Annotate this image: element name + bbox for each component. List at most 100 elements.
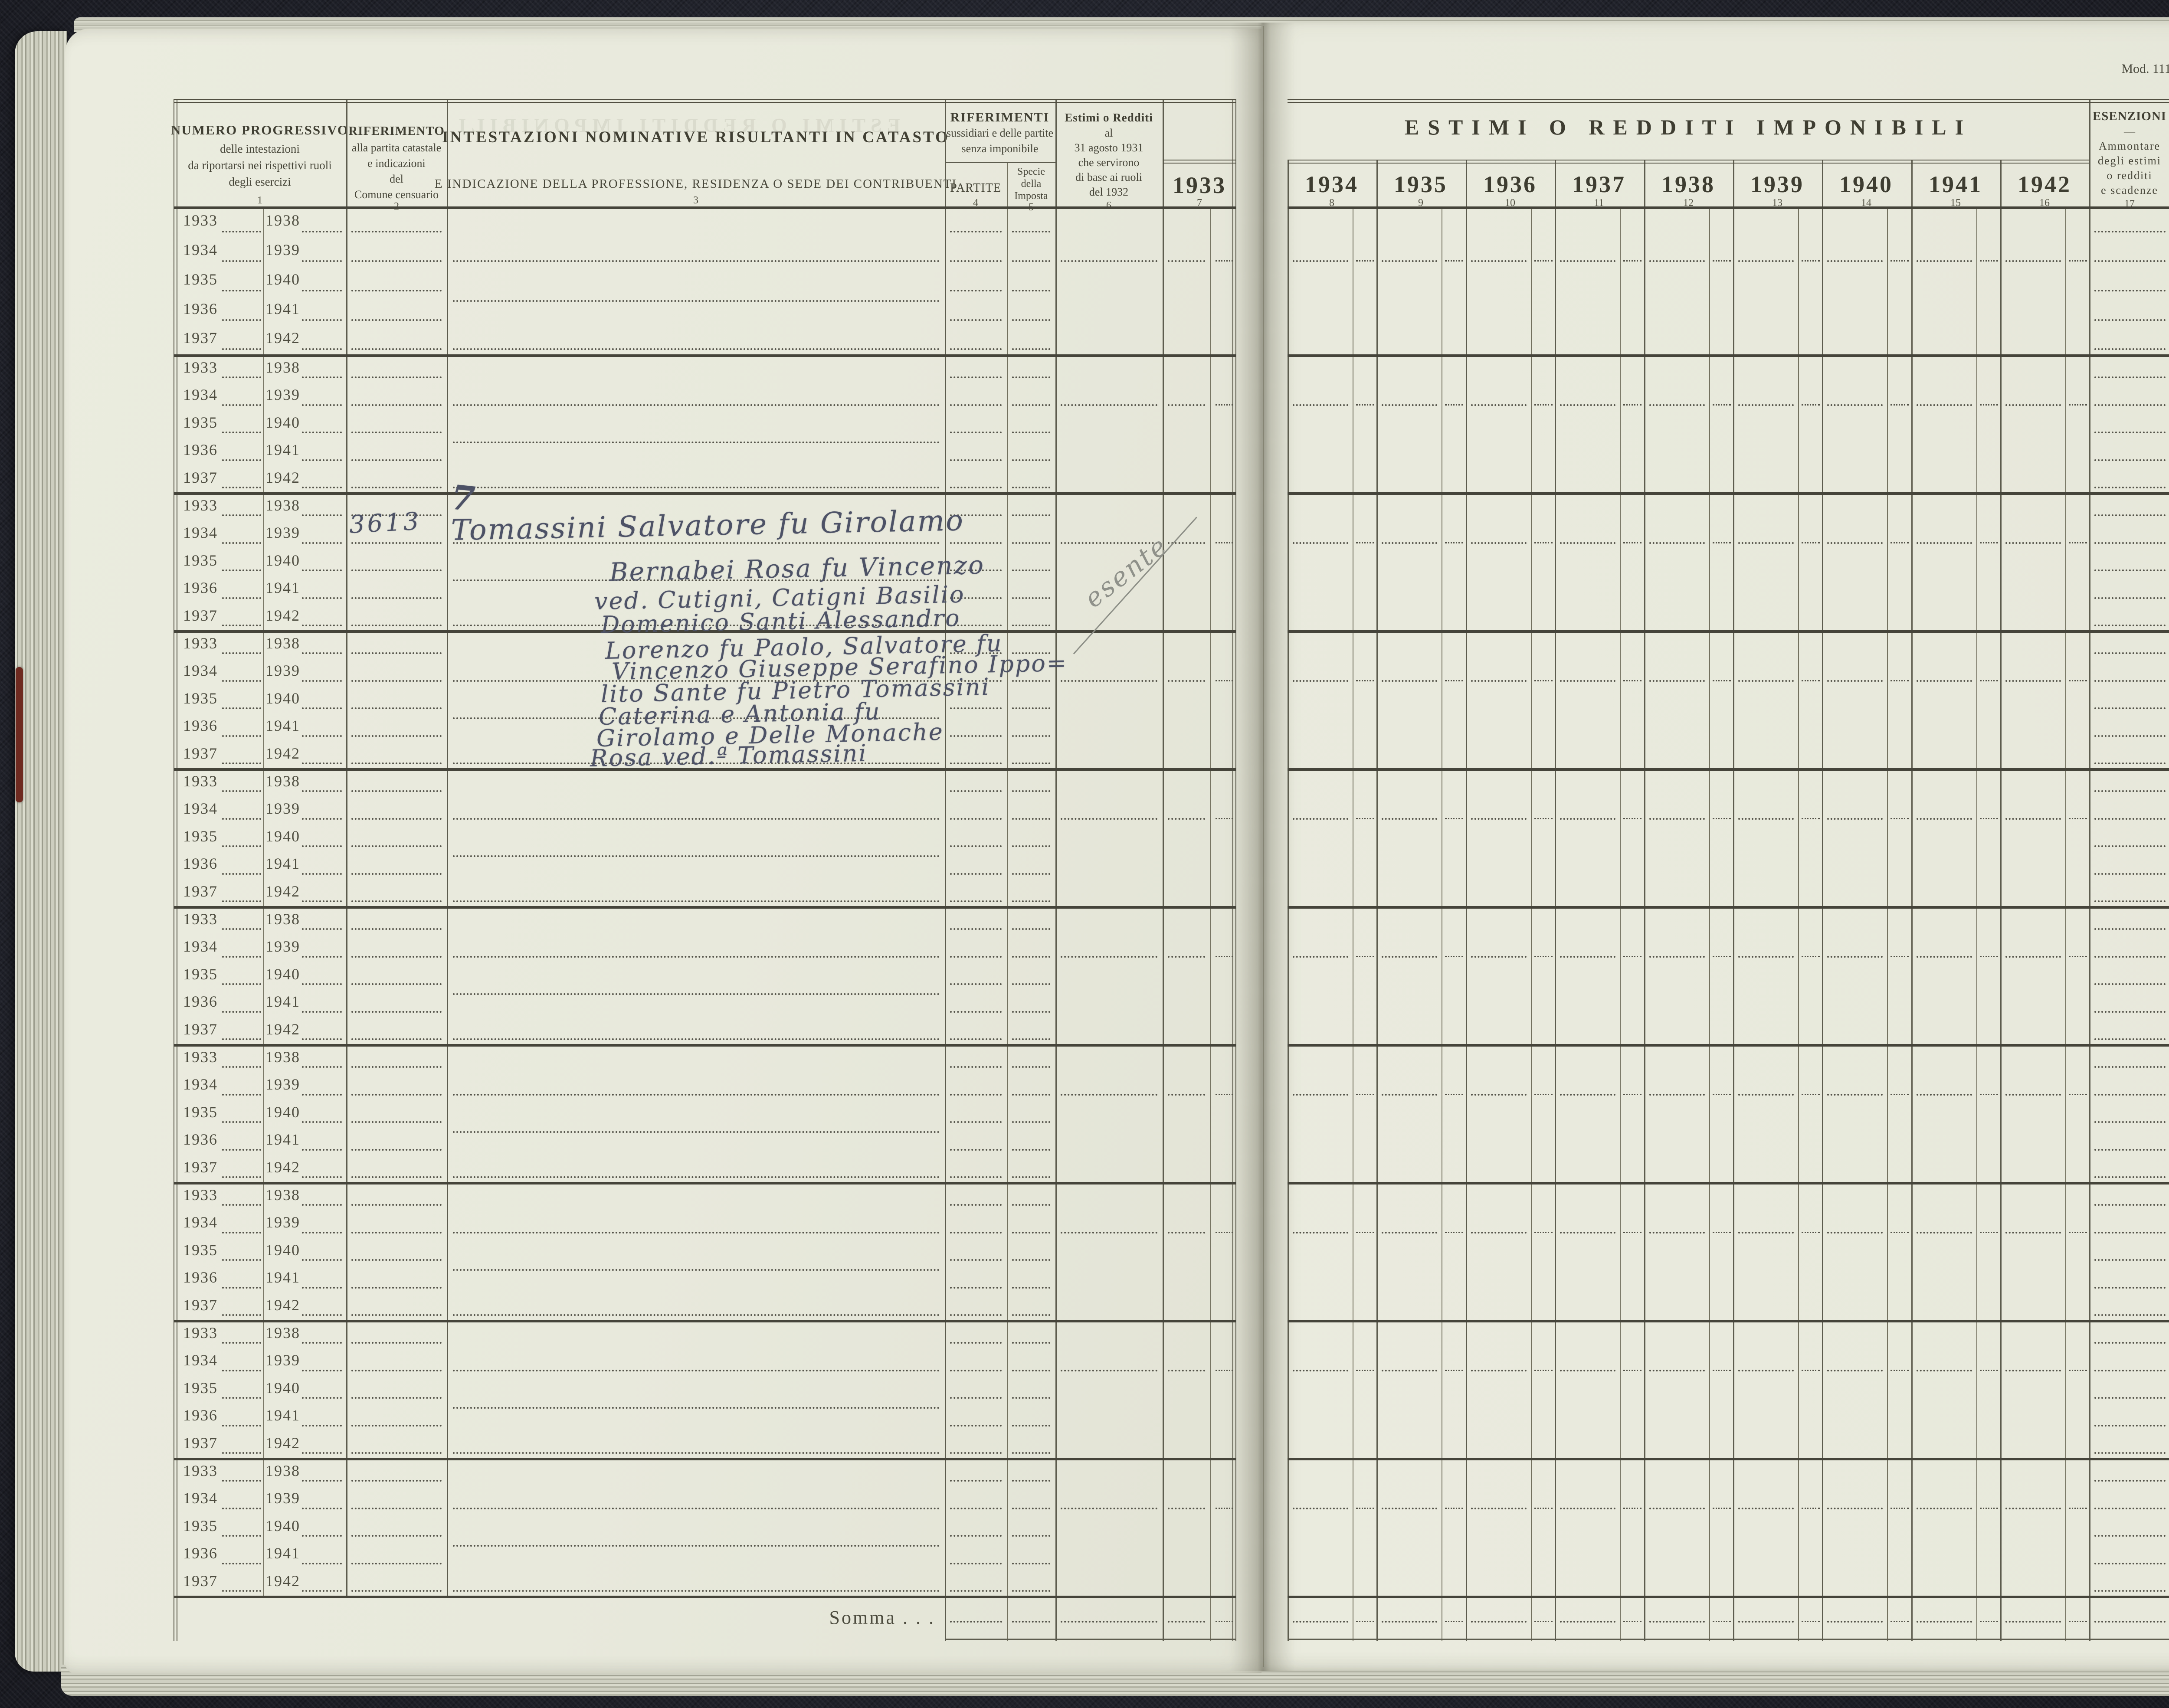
column-header: ESENZIONI: [2092, 109, 2167, 123]
dotted-writing-line: [302, 1204, 342, 1206]
dotted-writing-line: [2094, 1621, 2166, 1623]
dotted-writing-line: [1534, 1508, 1553, 1509]
dotted-writing-line: [950, 1066, 1002, 1068]
dotted-writing-line: [2094, 1259, 2166, 1261]
dotted-writing-line: [302, 1094, 342, 1096]
grid-line-horizontal: [174, 99, 1236, 103]
grid-line-horizontal: [1163, 160, 1236, 164]
dotted-writing-line: [351, 1038, 442, 1040]
dotted-writing-line: [2069, 956, 2087, 957]
dotted-writing-line: [351, 845, 442, 847]
dotted-writing-line: [351, 1066, 442, 1068]
dotted-writing-line: [302, 707, 342, 709]
year-row-label: 1934: [183, 938, 218, 955]
year-row-label: 1940: [265, 1517, 300, 1535]
dotted-writing-line: [222, 376, 261, 378]
dotted-writing-line: [1917, 818, 1972, 820]
dotted-writing-line: [1917, 1370, 1972, 1371]
dotted-writing-line: [222, 1563, 261, 1564]
grid-line-vertical: [1887, 209, 1888, 1641]
grid-line-horizontal: [174, 354, 1236, 357]
year-row-label: 1940: [265, 271, 300, 288]
dotted-writing-line: [302, 1590, 342, 1592]
column-header: del: [390, 173, 403, 185]
dotted-writing-line: [302, 231, 342, 232]
dotted-writing-line: [1802, 818, 1820, 819]
dotted-writing-line: [2005, 1508, 2061, 1509]
dotted-writing-line: [453, 1094, 940, 1096]
dotted-writing-line: [222, 1425, 261, 1427]
dotted-writing-line: [1560, 1621, 1615, 1623]
dotted-writing-line: [222, 1314, 261, 1316]
dotted-writing-line: [1445, 680, 1463, 681]
dotted-writing-line: [222, 956, 261, 958]
dotted-writing-line: [351, 404, 442, 406]
dotted-writing-line: [351, 432, 442, 433]
year-row-label: 1941: [265, 717, 300, 734]
dotted-writing-line: [1445, 404, 1463, 406]
year-row-label: 1933: [183, 359, 218, 376]
grid-line-horizontal: [1288, 354, 2169, 357]
dotted-writing-line: [950, 652, 1002, 654]
dotted-writing-line: [2005, 818, 2061, 820]
dotted-writing-line: [1382, 1621, 1437, 1623]
dotted-writing-line: [453, 487, 940, 488]
dotted-writing-line: [1382, 260, 1437, 262]
dotted-writing-line: [222, 762, 261, 764]
dotted-writing-line: [2069, 1621, 2087, 1622]
grid-line-vertical: [1911, 160, 1913, 1641]
dotted-writing-line: [2094, 1563, 2166, 1564]
red-binding-mark: [16, 667, 23, 802]
dotted-writing-line: [1560, 956, 1615, 958]
column-header: RIFERIMENTO: [348, 124, 445, 138]
dotted-writing-line: [222, 1259, 261, 1261]
dotted-writing-line: [2005, 1370, 2061, 1371]
dotted-writing-line: [950, 762, 1002, 764]
dotted-writing-line: [1980, 1508, 1998, 1509]
dotted-writing-line: [222, 1590, 261, 1592]
dotted-writing-line: [1649, 404, 1705, 406]
dotted-writing-line: [302, 597, 342, 599]
dotted-writing-line: [1012, 319, 1050, 321]
grid-line-vertical: [1822, 160, 1823, 1641]
dotted-writing-line: [453, 1545, 940, 1547]
dotted-writing-line: [1012, 680, 1050, 682]
dotted-writing-line: [1917, 1621, 1972, 1623]
year-column-header: 1937: [1572, 171, 1626, 197]
grid-line-horizontal: [1288, 99, 2169, 103]
grid-line-vertical: [2000, 160, 2002, 1641]
dotted-writing-line: [1980, 818, 1998, 819]
dotted-writing-line: [1827, 680, 1883, 682]
dotted-writing-line: [222, 1094, 261, 1096]
dotted-writing-line: [1827, 1094, 1883, 1096]
dotted-writing-line: [1623, 404, 1641, 406]
dotted-writing-line: [950, 1480, 1002, 1482]
dotted-writing-line: [222, 1480, 261, 1482]
dotted-writing-line: [1445, 1508, 1463, 1509]
year-row-label: 1937: [183, 1572, 218, 1590]
dotted-writing-line: [222, 290, 261, 291]
dotted-writing-line: [1738, 1621, 1794, 1623]
dotted-writing-line: [2094, 1397, 2166, 1399]
dotted-writing-line: [950, 376, 1002, 378]
dotted-writing-line: [1713, 1508, 1731, 1509]
year-row-label: 1935: [183, 414, 218, 431]
dotted-writing-line: [1012, 1370, 1050, 1371]
dotted-writing-line: [1649, 818, 1705, 820]
dotted-writing-line: [1534, 1094, 1553, 1095]
dotted-writing-line: [1168, 818, 1205, 820]
dotted-writing-line: [351, 1121, 442, 1123]
grid-line-vertical: [1644, 160, 1645, 1641]
dotted-writing-line: [2094, 1094, 2166, 1096]
dotted-writing-line: [2094, 487, 2166, 488]
dotted-writing-line: [950, 260, 1002, 262]
dotted-writing-line: [1293, 1508, 1348, 1509]
dotted-writing-line: [1445, 1621, 1463, 1622]
year-row-label: 1938: [265, 1324, 300, 1342]
dotted-writing-line: [302, 735, 342, 737]
grid-line-vertical: [447, 99, 448, 1597]
dotted-writing-line: [222, 1038, 261, 1040]
dotted-writing-line: [1713, 680, 1731, 681]
dotted-writing-line: [351, 1176, 442, 1178]
dotted-writing-line: [302, 652, 342, 654]
